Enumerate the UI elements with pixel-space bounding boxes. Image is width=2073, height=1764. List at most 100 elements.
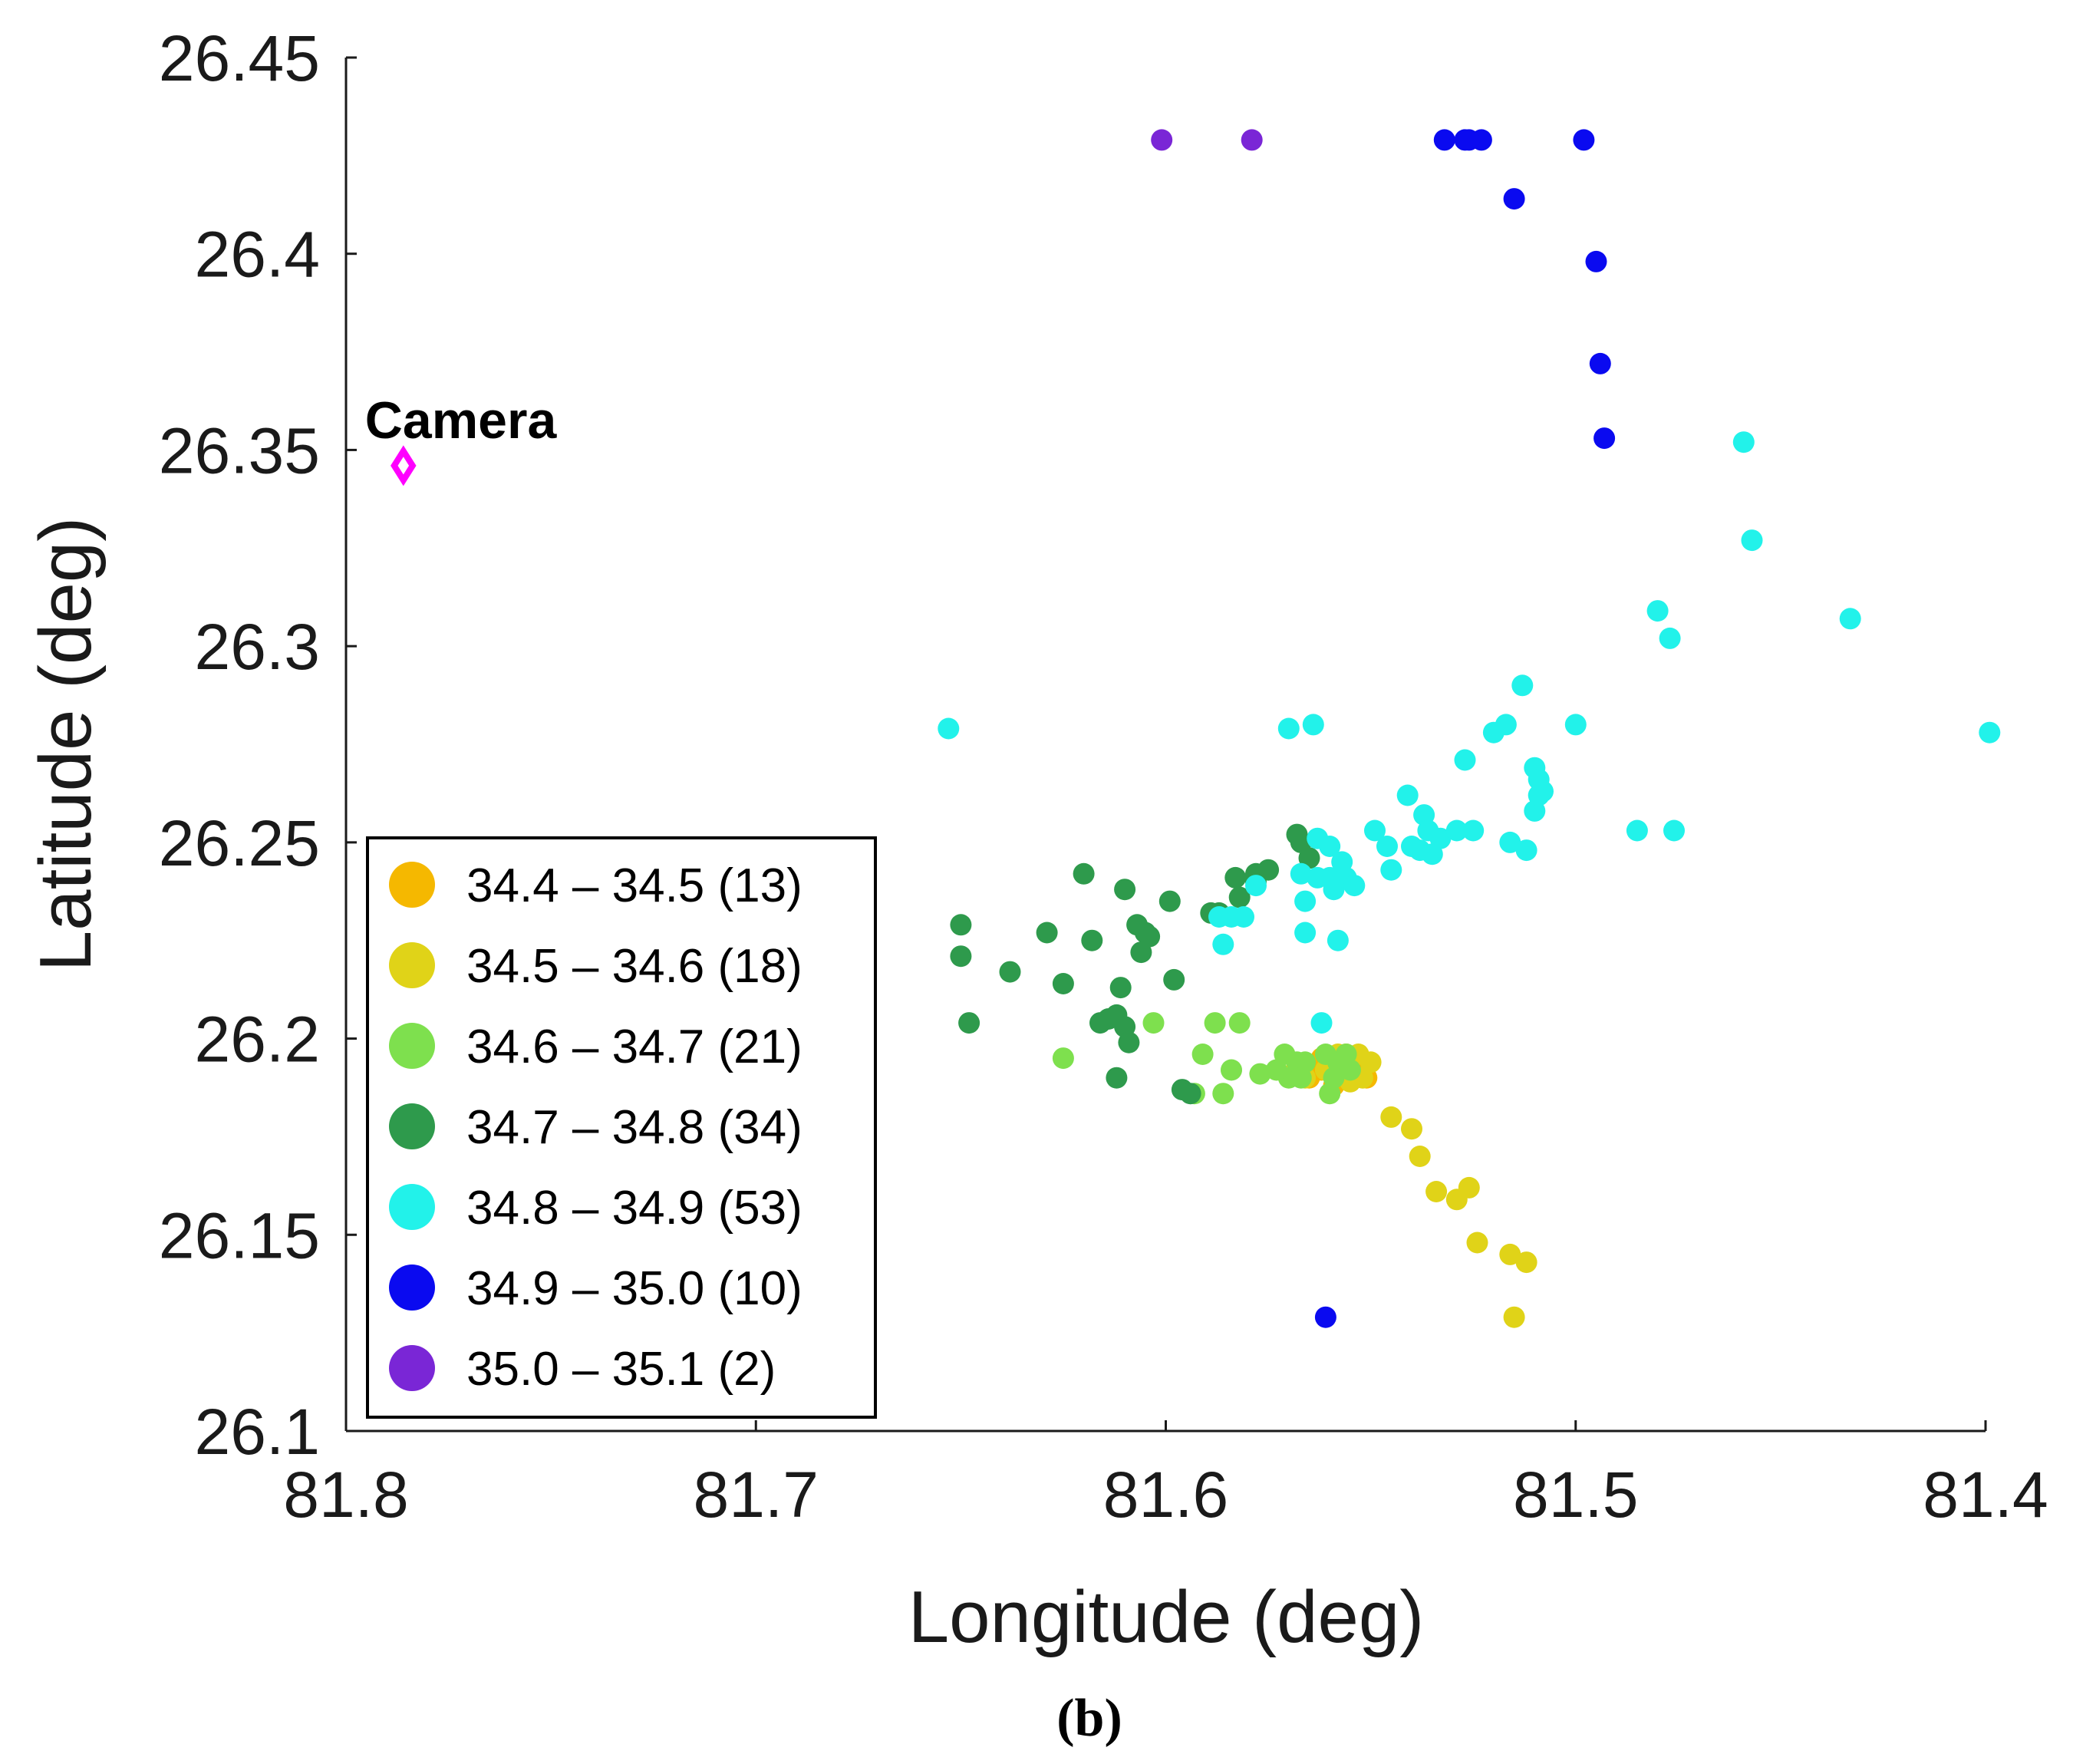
legend-label: 34.8 – 34.9 (53) [466, 1182, 803, 1235]
data-point-series-4 [1277, 717, 1300, 740]
panel-label: (b) [1056, 1689, 1122, 1748]
data-point-series-4 [1454, 749, 1476, 771]
y-tick-label: 26.35 [159, 414, 320, 486]
data-point-series-1 [1425, 1181, 1448, 1202]
y-tick-label: 26.15 [159, 1199, 320, 1271]
legend-swatch [389, 1103, 435, 1149]
data-point-series-6 [1241, 129, 1263, 151]
data-point-series-2 [1052, 1047, 1074, 1070]
data-point-series-3 [1118, 1031, 1140, 1053]
data-point-series-4 [1376, 836, 1398, 857]
data-point-series-2 [1212, 1083, 1234, 1105]
legend-label: 34.6 – 34.7 (21) [466, 1020, 803, 1073]
data-point-series-4 [1310, 1012, 1333, 1034]
data-point-series-1 [1466, 1232, 1488, 1254]
legend-swatch [389, 1023, 435, 1069]
legend-swatch [389, 1345, 435, 1391]
x-tick-label: 81.5 [1513, 1459, 1639, 1531]
data-point-series-2 [1221, 1059, 1242, 1081]
data-points [938, 129, 2001, 1328]
data-point-series-3 [999, 961, 1021, 983]
data-point-series-4 [1319, 836, 1341, 857]
data-point-series-3 [950, 945, 972, 968]
legend-swatch [389, 1184, 435, 1230]
legend: 34.4 – 34.5 (13) 34.5 – 34.6 (18) 34.6 – 3… [366, 836, 877, 1419]
data-point-series-2 [1323, 1067, 1345, 1089]
legend-box [366, 836, 877, 1419]
data-point-series-2 [1191, 1044, 1214, 1065]
data-point-series-4 [1429, 827, 1452, 849]
data-point-series-4 [1233, 906, 1254, 928]
data-point-series-4 [1364, 819, 1386, 842]
camera-label: Camera [365, 391, 558, 450]
legend-label: 34.4 – 34.5 (13) [466, 859, 803, 912]
y-ticks: 26.1 26.15 26.2 26.25 26.3 26.35 26.4 26.45 [159, 22, 357, 1468]
data-point-series-4 [1290, 862, 1312, 885]
data-point-series-4 [1396, 784, 1419, 806]
data-point-series-1 [1499, 1243, 1521, 1265]
x-tick-label: 81.6 [1103, 1459, 1229, 1531]
legend-swatch [389, 1264, 435, 1311]
data-point-series-4 [1979, 721, 2001, 744]
data-point-series-4 [1732, 431, 1755, 453]
x-ticks: 81.8 81.7 81.6 81.5 81.4 [283, 1420, 2048, 1531]
data-point-series-2 [1339, 1059, 1361, 1081]
data-point-series-4 [1212, 933, 1234, 955]
data-point-series-4 [1528, 769, 1550, 790]
data-point-series-1 [1409, 1146, 1431, 1167]
data-point-series-2 [1204, 1012, 1226, 1034]
data-point-series-6 [1151, 129, 1173, 151]
data-point-series-5 [1314, 1306, 1336, 1328]
x-tick-label: 81.4 [1923, 1459, 2048, 1531]
x-tick-label: 81.7 [694, 1459, 819, 1531]
data-point-series-5 [1433, 129, 1455, 151]
data-point-series-3 [1081, 929, 1103, 951]
data-point-series-1 [1401, 1118, 1422, 1140]
data-point-series-4 [1495, 714, 1517, 736]
data-point-series-4 [1302, 714, 1324, 736]
data-point-series-4 [1380, 859, 1402, 881]
data-point-series-4 [1511, 674, 1534, 697]
y-tick-label: 26.4 [195, 219, 321, 291]
data-point-series-4 [1462, 819, 1485, 842]
data-point-series-4 [1741, 529, 1763, 552]
data-point-series-3 [1228, 886, 1251, 908]
data-point-series-5 [1458, 129, 1480, 151]
y-tick-label: 26.1 [195, 1396, 321, 1468]
data-point-series-4 [1515, 839, 1537, 862]
data-point-series-4 [1245, 875, 1267, 897]
data-point-series-4 [1839, 608, 1861, 630]
data-point-series-3 [1073, 862, 1095, 885]
data-point-series-5 [1585, 250, 1607, 272]
data-point-series-3 [1114, 879, 1136, 901]
data-point-series-1 [1503, 1306, 1525, 1328]
data-point-series-3 [1106, 1067, 1128, 1089]
data-point-series-3 [950, 914, 972, 936]
camera-marker-group: Camera [365, 391, 558, 486]
data-point-series-4 [1646, 600, 1669, 622]
data-point-series-5 [1589, 352, 1611, 374]
legend-swatch [389, 942, 435, 988]
legend-swatch [389, 862, 435, 908]
data-point-series-5 [1573, 129, 1595, 151]
legend-label: 34.5 – 34.6 (18) [466, 940, 803, 993]
data-point-series-3 [1109, 977, 1132, 999]
data-point-series-4 [1445, 819, 1468, 842]
data-point-series-1 [1515, 1251, 1537, 1274]
data-point-series-4 [1343, 875, 1366, 897]
data-point-series-4 [1663, 819, 1685, 842]
legend-label: 35.0 – 35.1 (2) [466, 1343, 776, 1396]
data-point-series-3 [1139, 925, 1161, 948]
data-point-series-1 [1458, 1176, 1480, 1199]
data-point-series-3 [1036, 922, 1058, 944]
data-point-series-2 [1249, 1063, 1271, 1085]
data-point-series-5 [1503, 188, 1525, 210]
data-point-series-3 [958, 1012, 980, 1034]
data-point-series-3 [1224, 866, 1247, 889]
data-point-series-3 [1052, 973, 1074, 994]
data-point-series-4 [1499, 831, 1521, 853]
data-point-series-4 [938, 717, 960, 740]
data-point-series-2 [1265, 1059, 1287, 1081]
data-point-series-1 [1380, 1106, 1402, 1128]
